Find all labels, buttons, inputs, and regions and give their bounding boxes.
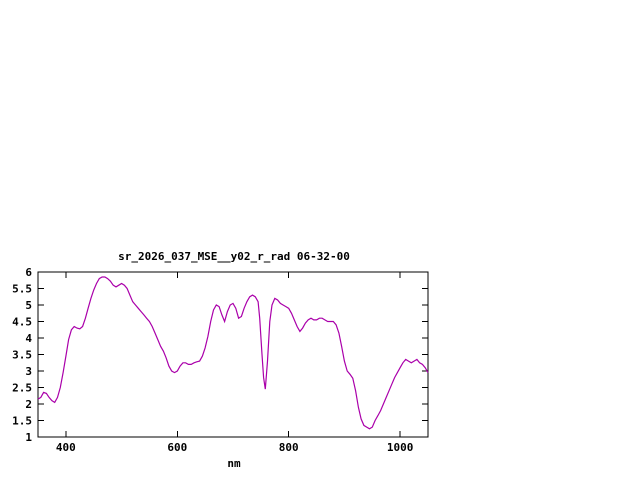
y-tick-label: 5 [25, 299, 32, 312]
y-tick-label: 6 [25, 266, 32, 279]
y-tick-label: 2.5 [12, 382, 32, 395]
y-tick-label: 5.5 [12, 283, 32, 296]
y-tick-label: 3 [25, 365, 32, 378]
y-tick-label: 4 [25, 332, 32, 345]
y-tick-label: 1.5 [12, 415, 32, 428]
x-tick-label: 400 [56, 441, 76, 454]
y-tick-label: 2 [25, 398, 32, 411]
x-tick-label: 1000 [387, 441, 414, 454]
y-tick-label: 1 [25, 431, 32, 444]
chart-title: sr_2026_037_MSE__y02_r_rad 06-32-00 [118, 250, 350, 263]
x-axis-label: nm [227, 457, 241, 470]
y-tick-label: 4.5 [12, 316, 32, 329]
plot-border [37, 271, 429, 438]
x-tick-label: 600 [167, 441, 187, 454]
x-tick-label: 800 [279, 441, 299, 454]
y-tick-label: 3.5 [12, 349, 32, 362]
spectrum-line [37, 276, 429, 430]
